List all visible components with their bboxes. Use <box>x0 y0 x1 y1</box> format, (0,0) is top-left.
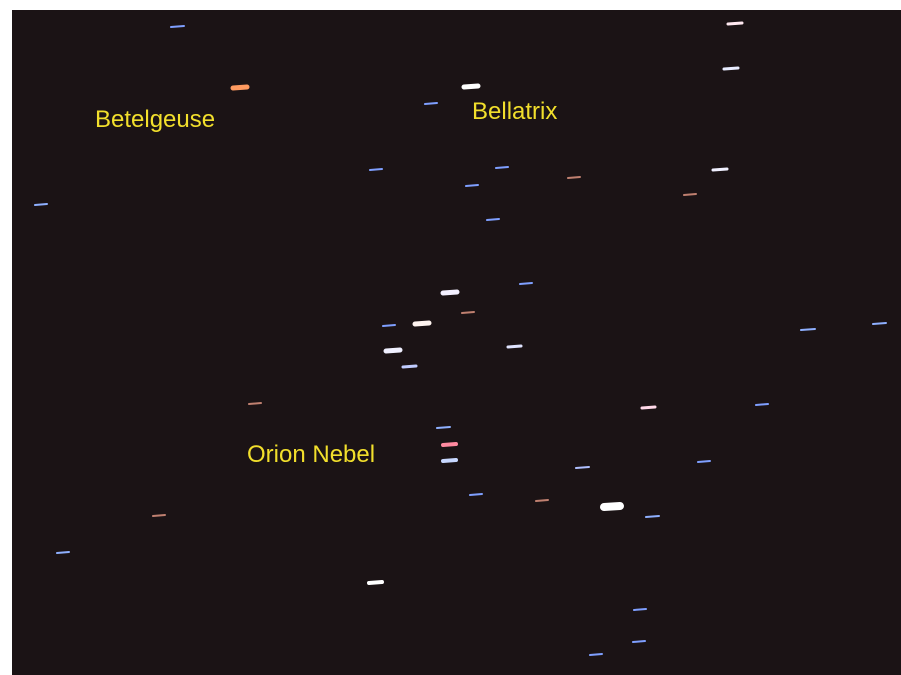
star <box>369 168 383 171</box>
star <box>589 653 603 656</box>
star <box>600 502 624 511</box>
star <box>401 364 418 369</box>
star <box>506 344 523 349</box>
star <box>461 311 475 314</box>
star <box>640 405 657 410</box>
star <box>535 499 549 502</box>
star <box>152 514 166 517</box>
star <box>367 580 384 585</box>
star <box>465 184 479 187</box>
star <box>645 515 660 518</box>
star <box>495 166 509 169</box>
star <box>567 176 581 179</box>
star <box>248 402 262 405</box>
star <box>436 426 451 429</box>
star-label: Betelgeuse <box>95 106 215 133</box>
star-label: Orion Nebel <box>247 441 375 468</box>
star <box>632 640 646 643</box>
star <box>230 84 250 91</box>
star <box>441 442 458 447</box>
star <box>461 83 481 90</box>
star <box>711 167 729 172</box>
star <box>519 282 533 285</box>
star-label: Bellatrix <box>472 98 557 125</box>
night-sky <box>12 10 901 675</box>
star <box>697 460 711 463</box>
star-field <box>34 21 887 656</box>
star <box>726 21 744 26</box>
star <box>575 466 590 469</box>
star <box>170 25 185 28</box>
star <box>441 458 458 463</box>
star <box>383 347 403 354</box>
star <box>683 193 697 196</box>
star <box>382 324 396 327</box>
star <box>633 608 647 611</box>
star <box>56 551 70 554</box>
star <box>424 102 438 105</box>
star <box>34 203 48 206</box>
star <box>486 218 500 221</box>
star <box>722 66 740 71</box>
star <box>755 403 769 406</box>
star <box>412 320 432 327</box>
star <box>440 289 460 296</box>
star <box>872 322 887 325</box>
star <box>469 493 483 496</box>
star <box>800 328 816 331</box>
